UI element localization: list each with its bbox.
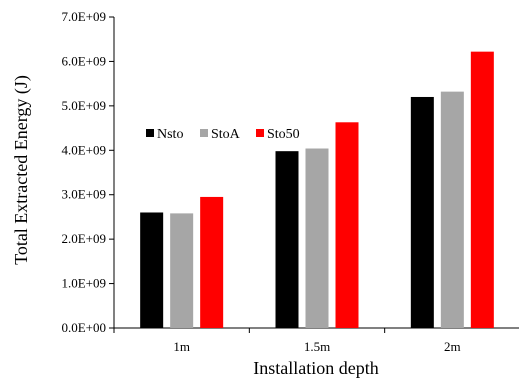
bar-nsto-1m [140, 212, 164, 328]
y-tick-label: 1.0E+09 [61, 276, 106, 291]
x-axis-title: Installation depth [253, 358, 378, 378]
legend: Nsto StoA Sto50 [146, 127, 300, 142]
y-axis: 0.0E+00 1.0E+09 2.0E+09 3.0E+09 4.0E+09 5.0E+… [61, 9, 115, 335]
bar-stoa-1_5m [305, 148, 329, 328]
bar-nsto-2m [410, 96, 434, 328]
legend-swatch-sto50 [256, 129, 264, 137]
bar-sto50-1_5m [335, 122, 359, 328]
y-tick-label: 7.0E+09 [61, 9, 106, 24]
x-tick-label: 1m [173, 339, 190, 354]
x-axis: 1m 1.5m 2m [113, 327, 519, 354]
bar-stoa-1m [170, 213, 194, 328]
x-tick-label: 1.5m [304, 339, 330, 354]
legend-swatch-nsto [146, 129, 154, 137]
y-tick-label: 3.0E+09 [61, 187, 106, 202]
bar-sto50-1m [200, 196, 224, 328]
bar-nsto-1_5m [275, 151, 299, 328]
bar-stoa-2m [440, 91, 464, 328]
bars [140, 51, 494, 328]
x-tick-label: 2m [444, 339, 461, 354]
legend-label-nsto: Nsto [157, 127, 183, 142]
y-tick-label: 5.0E+09 [61, 98, 106, 113]
legend-label-sto50: Sto50 [267, 127, 300, 142]
y-tick-label: 4.0E+09 [61, 142, 106, 157]
y-tick-label: 6.0E+09 [61, 53, 106, 68]
legend-swatch-stoa [200, 129, 208, 137]
y-axis-title: Total Extracted Energy (J) [11, 75, 32, 265]
y-tick-label: 0.0E+00 [61, 320, 106, 335]
legend-label-stoa: StoA [211, 127, 241, 142]
bar-sto50-2m [470, 51, 494, 328]
y-tick-label: 2.0E+09 [61, 231, 106, 246]
